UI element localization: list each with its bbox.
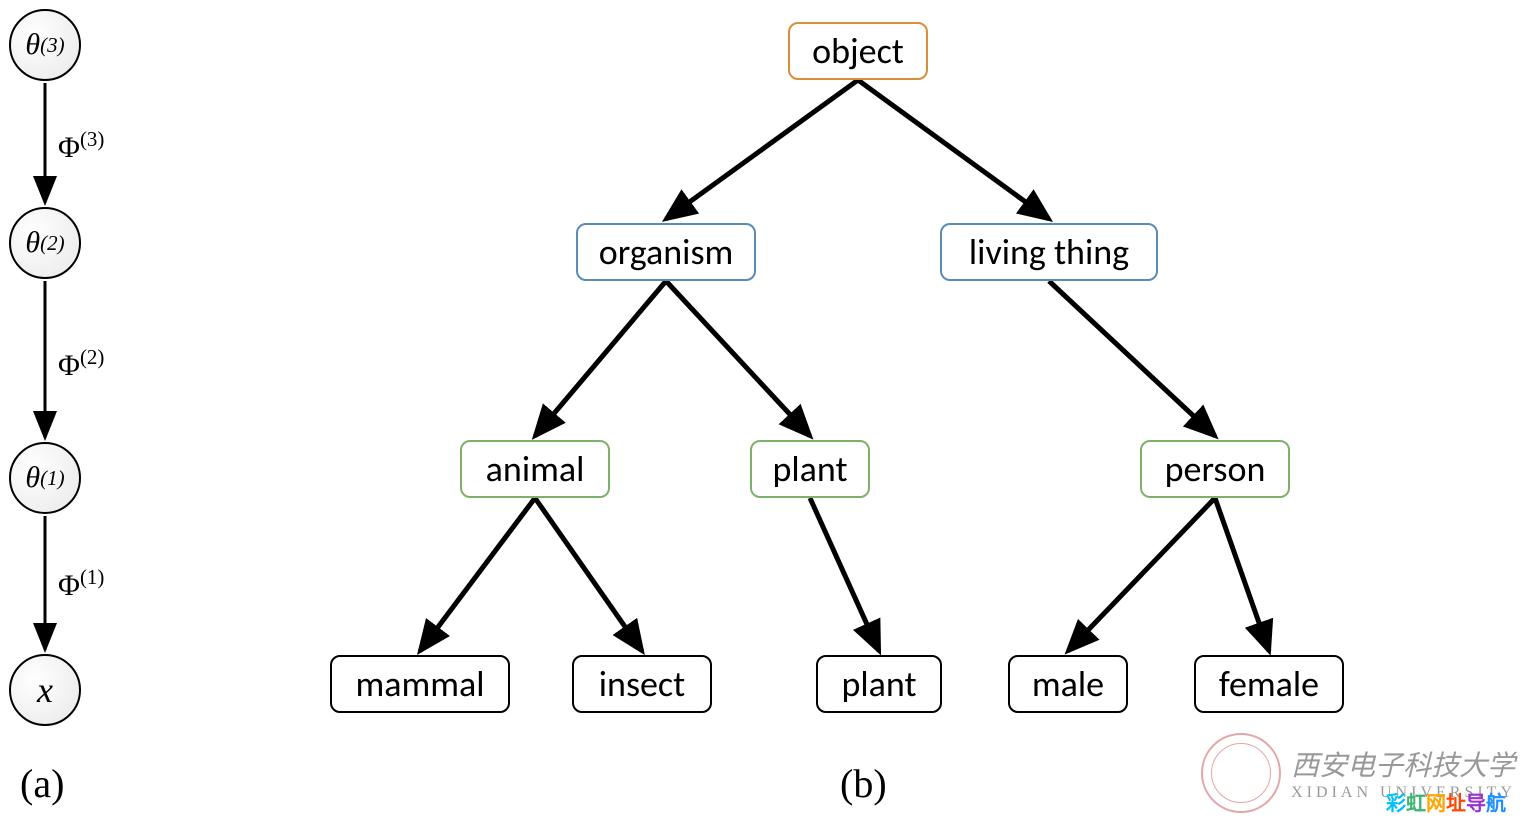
node-organism: organism [576,223,756,281]
node-animal: animal [460,440,610,498]
edge-object-organism [666,80,858,219]
node-plant2: plant [816,655,942,713]
edge-organism-plant1 [666,281,810,436]
rainbow-watermark: 彩虹网址导航 [1386,787,1506,816]
node-plant1: plant [750,440,870,498]
node-insect: insect [572,655,712,713]
edge-person-male [1068,498,1215,651]
node-object: object [788,22,928,80]
edge-animal-insect [535,498,642,651]
node-theta2: θ(2) [9,207,81,279]
node-theta3: θ(3) [9,9,81,81]
watermark-cn: 西安电子科技大学 [1291,744,1516,784]
edge-label-theta2-theta1: Φ(2) [58,345,104,383]
edge-plant1-plant2 [810,498,879,651]
edge-person-female [1215,498,1269,651]
node-mammal: mammal [330,655,510,713]
node-female: female [1194,655,1344,713]
watermark-seal-icon [1201,733,1281,813]
edge-livingthing-person [1049,281,1215,436]
edge-label-theta3-theta2: Φ(3) [58,127,104,165]
edge-organism-animal [535,281,666,436]
edge-animal-mammal [420,498,535,651]
node-theta1: θ(1) [9,442,81,514]
panel-a-label: (a) [20,760,64,807]
node-x: x [9,654,81,726]
node-male: male [1008,655,1128,713]
node-livingthing: living thing [940,223,1158,281]
edge-object-livingthing [858,80,1049,219]
edge-label-theta1-x: Φ(1) [58,565,104,603]
panel-b-label: (b) [840,760,887,807]
node-person: person [1140,440,1290,498]
